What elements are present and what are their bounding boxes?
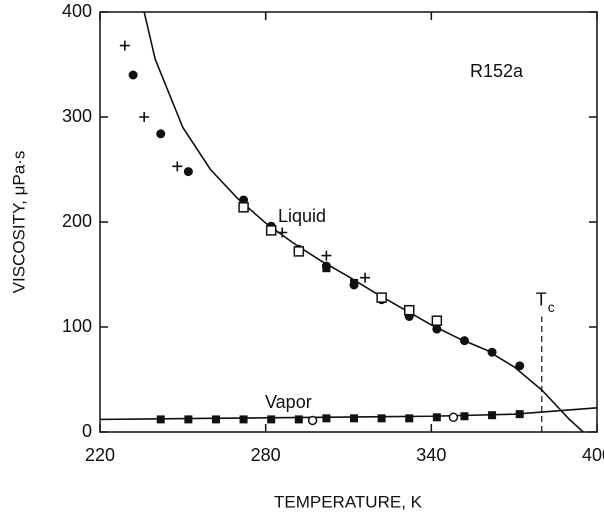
point: [156, 415, 165, 424]
point: [277, 227, 288, 238]
point: [448, 412, 459, 423]
point: [119, 40, 130, 51]
point: [307, 415, 318, 426]
point: [183, 167, 193, 177]
point: [293, 246, 305, 257]
point: [128, 70, 138, 80]
point: [515, 361, 525, 371]
point: [377, 414, 386, 423]
point: [156, 129, 166, 139]
annotation: Vapor: [265, 392, 312, 412]
x-tick-label: 400: [582, 445, 604, 465]
y-tick-label: 400: [62, 1, 92, 21]
point: [405, 414, 414, 423]
point: [376, 292, 387, 303]
point: [322, 264, 331, 273]
point: [265, 225, 277, 236]
point: [238, 202, 249, 213]
tc-label: T: [536, 290, 547, 310]
point: [488, 411, 497, 420]
point: [267, 415, 276, 424]
point: [322, 414, 331, 423]
point: [350, 278, 359, 287]
point: [515, 410, 524, 419]
point: [239, 415, 248, 424]
y-tick-label: 0: [82, 421, 92, 441]
point: [211, 415, 220, 424]
point: [172, 161, 183, 172]
tc-subscript: c: [548, 299, 555, 315]
curve: [143, 11, 584, 433]
point: [431, 315, 443, 326]
point: [487, 347, 497, 357]
y-tick-label: 200: [62, 211, 92, 231]
annotation: R152a: [470, 61, 524, 81]
point: [460, 412, 469, 421]
point: [360, 272, 371, 283]
x-tick-label: 340: [416, 445, 446, 465]
y-tick-label: 100: [62, 316, 92, 336]
x-tick-label: 280: [251, 445, 281, 465]
point: [294, 415, 303, 424]
point: [139, 112, 150, 122]
point: [432, 413, 441, 422]
point: [432, 324, 442, 334]
point: [321, 250, 332, 261]
x-axis-title: TEMPERATURE, K: [274, 492, 423, 511]
y-axis-title: VISCOSITY, μPa·s: [9, 151, 28, 294]
annotation: Liquid: [278, 206, 326, 226]
point: [184, 415, 193, 424]
point: [350, 414, 359, 423]
point: [403, 304, 415, 316]
point: [459, 336, 469, 346]
y-tick-label: 300: [62, 106, 92, 126]
x-tick-label: 220: [85, 445, 115, 465]
